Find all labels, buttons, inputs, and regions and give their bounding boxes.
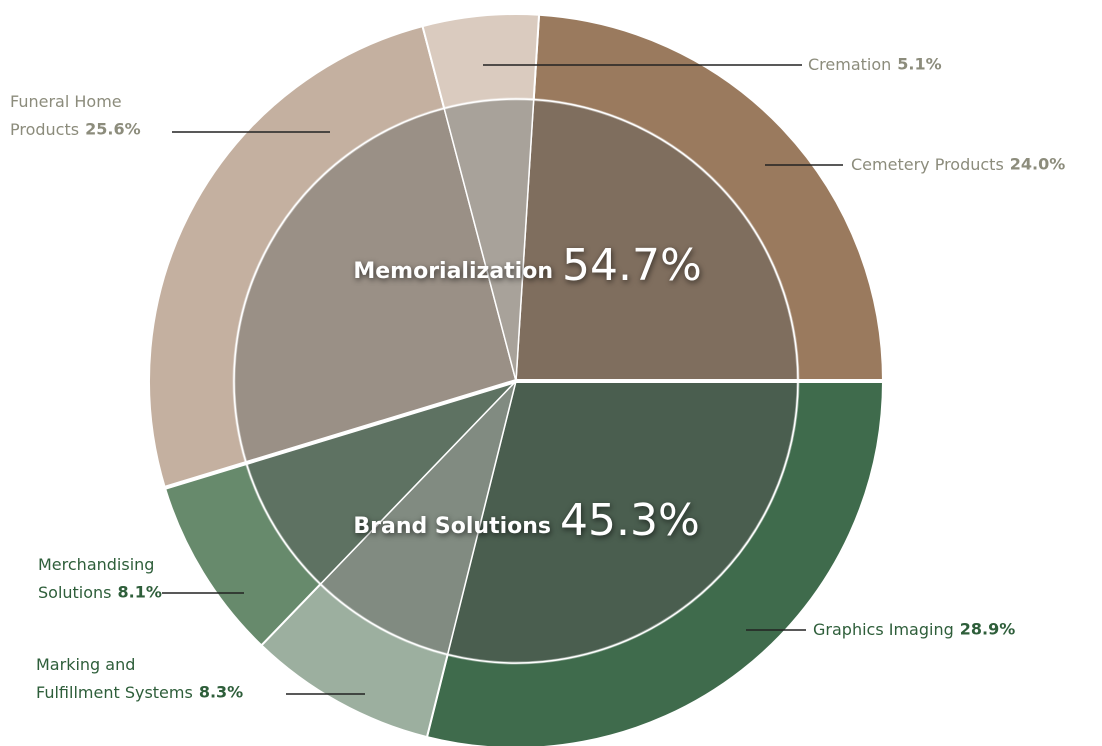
slice-label: Merchandising Solutions xyxy=(38,555,160,602)
value-label: 25.6% xyxy=(85,120,141,139)
group-slice xyxy=(244,379,800,665)
inner-slice xyxy=(233,107,517,465)
label-line: Products xyxy=(10,120,79,139)
label-line: Cemetery Products xyxy=(851,155,1004,174)
inner-slice xyxy=(515,98,799,382)
value-label: 24.0% xyxy=(1010,155,1066,174)
group-value: 45.3% xyxy=(560,495,700,546)
inner-slice xyxy=(443,98,535,382)
slice-label: Graphics Imaging xyxy=(813,620,954,639)
label-line: Graphics Imaging xyxy=(813,620,954,639)
value-label: 5.1% xyxy=(897,55,941,74)
value-label: 8.3% xyxy=(199,683,243,702)
slice-label: Marking and Fulfillment Systems xyxy=(36,655,193,702)
group-divider xyxy=(164,379,517,490)
label-line: Marking and xyxy=(36,655,140,674)
group-slice xyxy=(232,97,800,465)
slice-label: Cemetery Products xyxy=(851,155,1004,174)
inner-slice xyxy=(446,380,799,664)
group-label: Brand Solutions xyxy=(353,514,551,539)
inner-slice xyxy=(245,379,519,586)
slice-label: Cremation xyxy=(808,55,891,74)
value-label: 28.9% xyxy=(960,620,1016,639)
label-line: Funeral Home xyxy=(10,92,127,111)
slice-label: Funeral Home Products xyxy=(10,92,127,139)
value-label: 8.1% xyxy=(118,583,162,602)
group-label: Memorialization xyxy=(353,259,553,284)
inner-slice xyxy=(319,378,518,656)
label-line: Merchandising xyxy=(38,555,160,574)
label-line: Cremation xyxy=(808,55,891,74)
label-line: Fulfillment Systems xyxy=(36,683,193,702)
group-value: 54.7% xyxy=(562,240,702,291)
label-line: Solutions xyxy=(38,583,112,602)
